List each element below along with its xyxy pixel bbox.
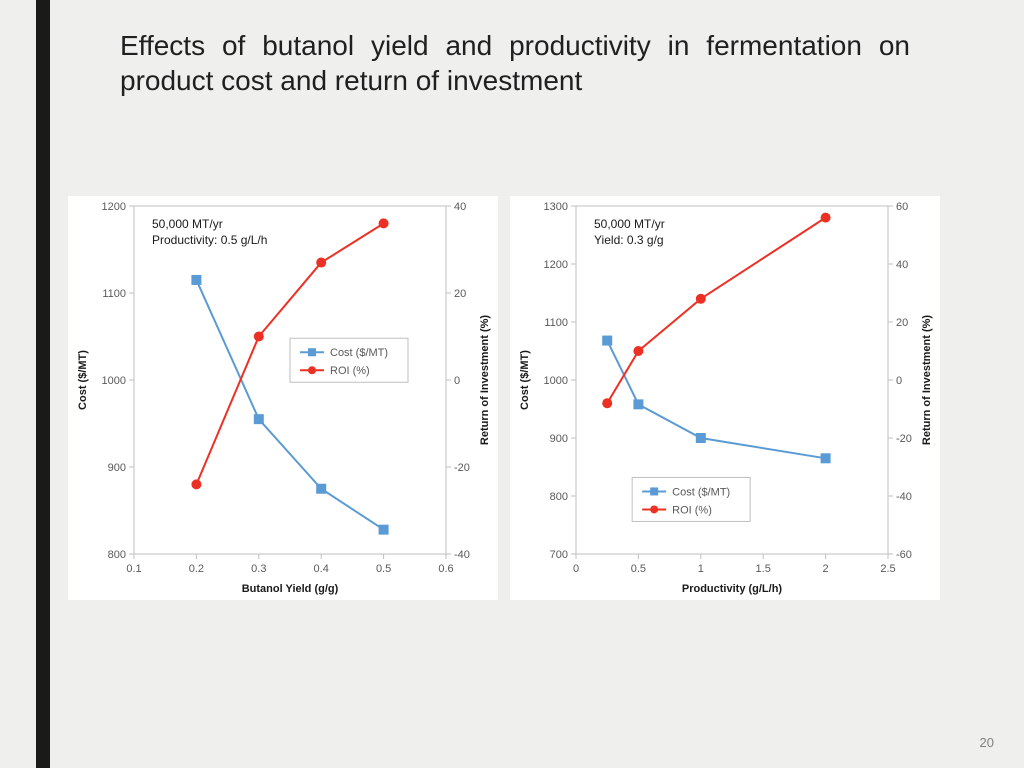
roi-marker (696, 294, 706, 304)
svg-text:Cost ($/MT): Cost ($/MT) (519, 350, 531, 410)
svg-text:0.6: 0.6 (438, 563, 453, 575)
svg-text:Cost ($/MT): Cost ($/MT) (672, 486, 730, 498)
side-accent-bar (36, 0, 50, 768)
svg-text:-40: -40 (896, 491, 912, 503)
cost-marker (254, 414, 264, 424)
svg-text:0: 0 (896, 375, 902, 387)
svg-text:50,000 MT/yr: 50,000 MT/yr (152, 217, 223, 231)
svg-text:1300: 1300 (544, 201, 568, 213)
svg-text:0.5: 0.5 (376, 563, 391, 575)
page-title: Effects of butanol yield and productivit… (120, 28, 910, 98)
svg-text:50,000 MT/yr: 50,000 MT/yr (594, 217, 665, 231)
svg-text:40: 40 (896, 259, 908, 271)
page-number: 20 (980, 735, 994, 750)
svg-text:-40: -40 (454, 549, 470, 561)
cost-marker (821, 453, 831, 463)
svg-text:Productivity (g/L/h): Productivity (g/L/h) (682, 583, 783, 595)
svg-text:1: 1 (698, 563, 704, 575)
svg-text:20: 20 (454, 288, 466, 300)
svg-text:0.1: 0.1 (126, 563, 141, 575)
svg-text:800: 800 (550, 491, 568, 503)
svg-text:0.5: 0.5 (631, 563, 646, 575)
svg-text:Productivity: 0.5 g/L/h: Productivity: 0.5 g/L/h (152, 233, 267, 247)
svg-text:1200: 1200 (102, 201, 126, 213)
roi-marker (379, 218, 389, 228)
svg-text:900: 900 (108, 462, 126, 474)
svg-text:0.2: 0.2 (189, 563, 204, 575)
svg-text:1100: 1100 (102, 288, 126, 300)
svg-text:Butanol Yield (g/g): Butanol Yield (g/g) (242, 583, 339, 595)
svg-text:1000: 1000 (544, 375, 568, 387)
svg-text:-60: -60 (896, 549, 912, 561)
cost-line (196, 280, 383, 530)
chart-productivity-vs-cost-roi: 0 0.5 1 1.5 2 2.5 700 800 900 1000 1100 1200 1300 -60… (510, 196, 940, 600)
svg-text:-20: -20 (896, 433, 912, 445)
cost-marker (633, 399, 643, 409)
svg-text:60: 60 (896, 201, 908, 213)
svg-text:0.4: 0.4 (314, 563, 329, 575)
cost-marker (191, 275, 201, 285)
svg-text:Cost ($/MT): Cost ($/MT) (77, 350, 89, 410)
cost-marker (696, 433, 706, 443)
svg-text:1000: 1000 (102, 375, 126, 387)
svg-text:40: 40 (454, 201, 466, 213)
svg-text:900: 900 (550, 433, 568, 445)
svg-text:800: 800 (108, 549, 126, 561)
svg-text:1200: 1200 (544, 259, 568, 271)
svg-text:0.3: 0.3 (251, 563, 266, 575)
svg-text:ROI (%): ROI (%) (672, 504, 712, 516)
svg-text:ROI (%): ROI (%) (330, 365, 370, 377)
svg-text:-20: -20 (454, 462, 470, 474)
legend: Cost ($/MT) ROI (%) (632, 477, 750, 521)
legend: Cost ($/MT) ROI (%) (290, 338, 408, 382)
roi-marker (821, 213, 831, 223)
cost-marker (602, 336, 612, 346)
svg-text:Cost ($/MT): Cost ($/MT) (330, 347, 388, 359)
svg-text:20: 20 (896, 317, 908, 329)
roi-marker (633, 346, 643, 356)
svg-text:0: 0 (454, 375, 460, 387)
roi-marker (191, 479, 201, 489)
roi-marker (316, 258, 326, 268)
svg-text:2.5: 2.5 (880, 563, 895, 575)
chart-yield-vs-cost-roi: 0.1 0.2 0.3 0.4 0.5 0.6 800 900 1000 1100 1200 -40 -… (68, 196, 498, 600)
cost-marker (379, 525, 389, 535)
svg-text:Return of Investment (%): Return of Investment (%) (479, 315, 491, 446)
svg-text:1100: 1100 (544, 317, 568, 329)
cost-marker (316, 484, 326, 494)
svg-text:Return of Investment (%): Return of Investment (%) (921, 315, 933, 446)
roi-marker (254, 332, 264, 342)
svg-text:700: 700 (550, 549, 568, 561)
svg-text:Yield: 0.3 g/g: Yield: 0.3 g/g (594, 233, 664, 247)
roi-marker (602, 398, 612, 408)
svg-text:2: 2 (823, 563, 829, 575)
svg-text:1.5: 1.5 (756, 563, 771, 575)
svg-text:0: 0 (573, 563, 579, 575)
